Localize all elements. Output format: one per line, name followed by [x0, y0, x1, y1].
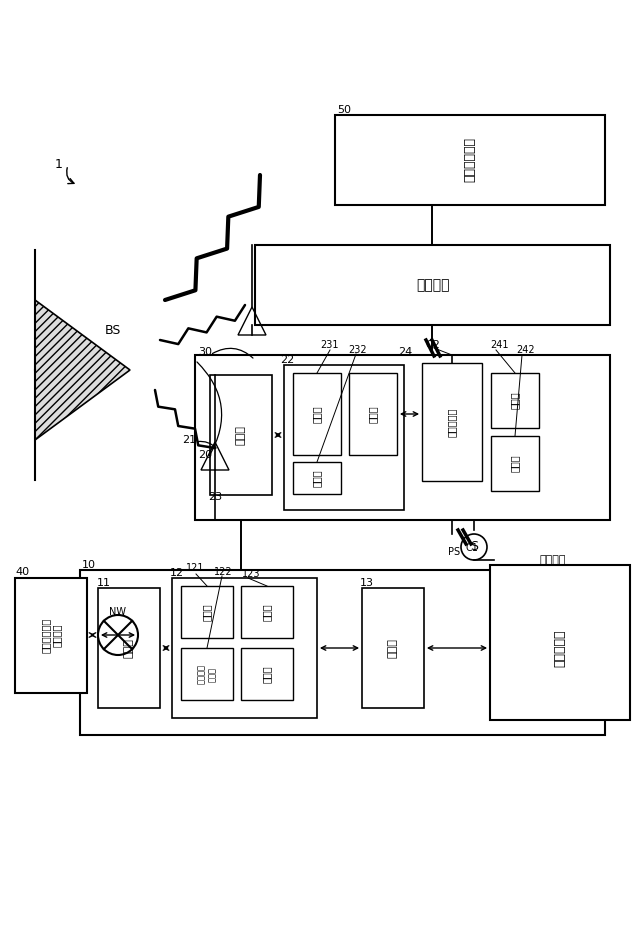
- Text: C1: C1: [466, 543, 479, 553]
- Text: 供給部: 供給部: [510, 391, 520, 409]
- Text: コンピュータ
管理装置: コンピュータ 管理装置: [40, 617, 62, 652]
- Bar: [490, 565, 630, 720]
- Text: 13: 13: [360, 578, 374, 588]
- Text: 10: 10: [82, 560, 96, 570]
- Bar: [422, 363, 482, 481]
- Text: 1: 1: [55, 158, 63, 171]
- Bar: [181, 648, 233, 700]
- Text: C2: C2: [425, 340, 440, 350]
- Text: PS: PS: [448, 547, 460, 557]
- Text: 出力部: 出力部: [368, 405, 378, 423]
- Text: 無線通信端末: 無線通信端末: [463, 138, 477, 183]
- Text: S: S: [470, 541, 478, 554]
- Bar: [195, 355, 610, 520]
- Bar: [172, 578, 317, 718]
- Text: 11: 11: [97, 578, 111, 588]
- Text: レピータ: レピータ: [416, 278, 450, 292]
- Text: 監視機器: 監視機器: [540, 555, 566, 565]
- Bar: [284, 365, 404, 510]
- Bar: [293, 462, 341, 494]
- Text: 23: 23: [208, 492, 222, 502]
- Text: 24: 24: [398, 347, 412, 357]
- Text: 12: 12: [170, 568, 184, 578]
- Text: 242: 242: [516, 345, 534, 355]
- Text: 22: 22: [280, 355, 294, 365]
- Bar: [362, 588, 424, 708]
- Text: 測定部: 測定部: [312, 469, 322, 487]
- Bar: [98, 588, 160, 708]
- Text: 40: 40: [15, 567, 29, 577]
- Text: 241: 241: [490, 340, 509, 350]
- Bar: [255, 245, 610, 325]
- Text: BS: BS: [105, 323, 122, 336]
- Bar: [80, 570, 605, 735]
- Bar: [210, 375, 272, 495]
- Bar: [293, 373, 341, 455]
- Text: 122: 122: [214, 567, 232, 577]
- Text: 123: 123: [242, 569, 260, 579]
- Bar: [15, 578, 87, 693]
- Text: 通信部: 通信部: [236, 425, 246, 445]
- Text: 232: 232: [348, 345, 367, 355]
- Text: コマンド
生成部: コマンド 生成部: [197, 664, 217, 684]
- Bar: [491, 436, 539, 491]
- Text: ホスト装置: ホスト装置: [554, 629, 566, 666]
- Text: 通信部: 通信部: [124, 638, 134, 658]
- Text: 21: 21: [182, 435, 196, 445]
- Text: 50: 50: [337, 105, 351, 115]
- Text: NW: NW: [109, 607, 127, 617]
- Text: 制御部: 制御部: [312, 405, 322, 423]
- Text: 制御部: 制御部: [202, 603, 212, 621]
- Text: 20: 20: [198, 450, 212, 460]
- Text: 231: 231: [320, 340, 339, 350]
- Bar: [491, 373, 539, 428]
- Bar: [241, 648, 293, 700]
- Bar: [241, 586, 293, 638]
- Text: 電源管理部: 電源管理部: [447, 407, 457, 437]
- Bar: [181, 586, 233, 638]
- Bar: [349, 373, 397, 455]
- Text: 121: 121: [186, 563, 205, 573]
- Text: 30: 30: [198, 347, 212, 357]
- Text: 取得部: 取得部: [262, 603, 272, 621]
- Bar: [335, 115, 605, 205]
- Text: 切替部: 切替部: [510, 454, 520, 472]
- Polygon shape: [35, 300, 130, 440]
- Text: 記憶部: 記憶部: [388, 638, 398, 658]
- Text: 処理部: 処理部: [262, 665, 272, 683]
